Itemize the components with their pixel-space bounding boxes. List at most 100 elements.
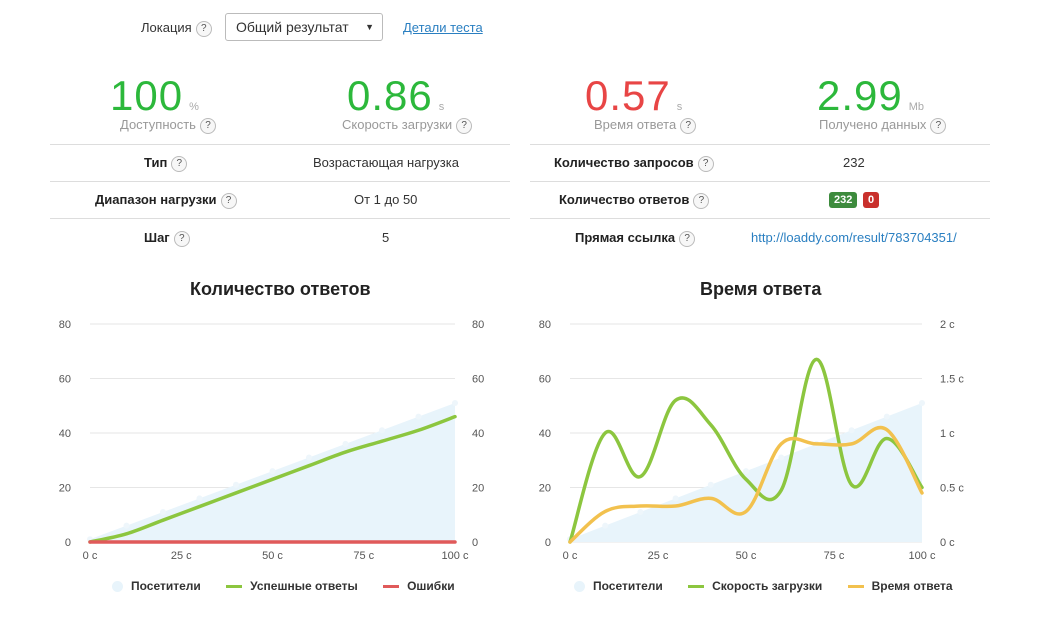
data-point-visitors: [672, 495, 679, 502]
metric-data-received-label: Получено данных?: [819, 117, 947, 134]
data-point-visitors: [306, 454, 312, 461]
data-point-visitors: [123, 522, 130, 529]
x-tick-label: 75 с: [824, 550, 845, 562]
y-tick-label: 0: [545, 537, 551, 549]
y-tick-label: 80: [59, 319, 71, 331]
table-divider: [530, 218, 990, 219]
help-icon[interactable]: ?: [456, 117, 473, 134]
metric-availability-value: 100: [110, 72, 184, 119]
x-tick-label: 50 с: [262, 550, 283, 562]
table-key-text: Количество запросов: [554, 155, 694, 170]
metric-availability: 100%: [110, 74, 220, 118]
table-row-step-key: Шаг?: [144, 230, 190, 247]
legend-item-response-time[interactable]: Время ответа: [847, 579, 953, 593]
data-point-visitors: [637, 509, 644, 516]
y2-tick-label: 2 с: [940, 319, 955, 331]
table-key-text: Тип: [144, 155, 168, 170]
help-icon[interactable]: ?: [679, 230, 696, 247]
y2-tick-label: 0.5 с: [940, 483, 964, 495]
metric-load-speed-label: Скорость загрузки?: [342, 117, 473, 134]
legend-response-time-swatch: [847, 585, 864, 589]
metric-availability-label-text: Доступность: [120, 117, 196, 132]
legend-item-success[interactable]: Успешные ответы: [226, 579, 358, 593]
legend-item-visitors[interactable]: Посетители: [574, 579, 663, 593]
legend-visitors-label: Посетители: [593, 579, 663, 593]
legend-success-swatch: [226, 585, 243, 589]
legend-errors-label: Ошибки: [407, 579, 455, 593]
help-icon[interactable]: ?: [195, 20, 212, 37]
metric-response-time-label-text: Время ответа: [594, 117, 677, 132]
y2-tick-label: 0 с: [940, 537, 955, 549]
y2-tick-label: 1 с: [940, 428, 955, 440]
legend-item-visitors[interactable]: Посетители: [112, 579, 201, 593]
help-icon[interactable]: ?: [693, 192, 710, 209]
error-count-badge: 0: [862, 192, 880, 208]
help-icon[interactable]: ?: [680, 117, 697, 134]
data-point-visitors: [848, 427, 855, 434]
legend-errors-swatch: [383, 585, 400, 589]
data-point-visitors: [269, 468, 276, 475]
help-icon[interactable]: ?: [220, 192, 237, 209]
x-tick-label: 75 с: [353, 550, 374, 562]
x-tick-label: 100 с: [442, 550, 469, 562]
legend-item-errors[interactable]: Ошибки: [383, 579, 455, 593]
legend-response-time-label: Время ответа: [871, 579, 953, 593]
location-select[interactable]: Общий результат ▼: [225, 13, 383, 41]
data-point-visitors: [452, 400, 458, 407]
legend-visitors-swatch: [574, 581, 585, 593]
table-row-requests-value: 232: [843, 155, 865, 170]
data-point-visitors: [743, 468, 749, 475]
y2-tick-label: 1.5 с: [940, 374, 964, 386]
table-row-type-value: Возрастающая нагрузка: [313, 155, 459, 170]
data-point-visitors: [196, 495, 203, 502]
series-line-success: [88, 414, 457, 544]
y-tick-label: 60: [59, 374, 71, 386]
data-point-visitors: [233, 481, 239, 488]
y-tick-label: 80: [539, 319, 551, 331]
y2-tick-label: 0: [472, 537, 478, 549]
y2-tick-label: 20: [472, 483, 484, 495]
x-tick-label: 25 с: [648, 550, 669, 562]
data-point-visitors: [160, 509, 166, 516]
y2-tick-label: 40: [472, 428, 484, 440]
metric-load-speed: 0.86 s: [347, 74, 444, 118]
chart-legend-responses: Посетители Успешные ответы Ошибки: [112, 579, 477, 593]
data-point-visitors: [415, 413, 422, 420]
legend-load-speed-swatch: [688, 585, 705, 589]
y-tick-label: 60: [539, 374, 551, 386]
help-icon[interactable]: ?: [930, 117, 947, 134]
series-line-response-time: [568, 425, 924, 544]
table-row-step-value: 5: [382, 230, 390, 245]
legend-success-label: Успешные ответы: [250, 579, 358, 593]
chart-legend-response-time: Посетители Скорость загрузки Время ответ…: [574, 579, 953, 593]
metric-data-received: 2.99 Mb: [817, 74, 924, 118]
help-icon[interactable]: ?: [173, 230, 190, 247]
data-point-visitors: [342, 440, 349, 447]
legend-item-load-speed[interactable]: Скорость загрузки: [688, 579, 822, 593]
y-tick-label: 20: [539, 483, 551, 495]
test-details-link[interactable]: Детали теста: [403, 20, 483, 35]
x-tick-label: 25 с: [171, 550, 192, 562]
help-icon[interactable]: ?: [171, 155, 188, 172]
data-point-visitors: [707, 481, 714, 488]
table-row-type-key: Тип?: [144, 155, 188, 172]
location-label-text: Локация: [141, 20, 192, 35]
y2-tick-label: 60: [472, 374, 484, 386]
metric-load-speed-label-text: Скорость загрузки: [342, 117, 453, 132]
data-point-visitors: [602, 522, 609, 529]
legend-visitors-label: Посетители: [131, 579, 201, 593]
location-select-value: Общий результат: [236, 19, 349, 35]
success-count-badge: 232: [829, 192, 858, 208]
table-row-link-key: Прямая ссылка?: [575, 230, 696, 247]
series-line-load-speed: [568, 357, 924, 544]
help-icon[interactable]: ?: [697, 155, 714, 172]
data-point-visitors: [379, 427, 385, 434]
table-divider: [530, 144, 990, 145]
y-tick-label: 40: [59, 428, 71, 440]
table-row-responses-key: Количество ответов?: [559, 192, 710, 209]
table-row-responses-value: 232 0: [829, 191, 880, 208]
direct-result-link[interactable]: http://loaddy.com/result/783704351/: [751, 230, 957, 245]
metric-data-received-value: 2.99: [817, 72, 903, 119]
help-icon[interactable]: ?: [199, 117, 216, 134]
